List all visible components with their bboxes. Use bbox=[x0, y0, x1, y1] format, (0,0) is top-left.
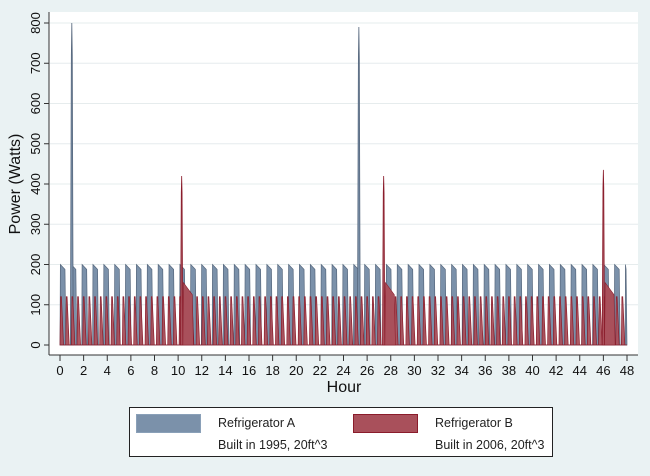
x-tick-label: 38 bbox=[502, 363, 516, 378]
legend-label-b: Refrigerator B bbox=[435, 416, 513, 430]
x-tick-label: 2 bbox=[80, 363, 87, 378]
y-tick-label: 0 bbox=[28, 341, 43, 348]
series-area bbox=[59, 296, 627, 346]
x-axis-title: Hour bbox=[327, 379, 362, 396]
series-refrigerator-b bbox=[59, 169, 627, 346]
y-axis-title: Power (Watts) bbox=[7, 134, 24, 235]
x-tick-label: 14 bbox=[218, 363, 232, 378]
y-tick-label: 400 bbox=[28, 173, 43, 195]
x-tick-label: 46 bbox=[596, 363, 610, 378]
peak-tail bbox=[182, 281, 194, 346]
x-tick-label: 0 bbox=[56, 363, 63, 378]
x-tick-label: 42 bbox=[549, 363, 563, 378]
y-tick-label: 800 bbox=[28, 12, 43, 34]
x-tick-label: 32 bbox=[431, 363, 445, 378]
y-tick-label: 700 bbox=[28, 52, 43, 74]
x-tick-label: 30 bbox=[407, 363, 421, 378]
x-tick-label: 8 bbox=[151, 363, 158, 378]
x-tick-label: 20 bbox=[289, 363, 303, 378]
x-tick-label: 18 bbox=[265, 363, 279, 378]
x-tick-label: 40 bbox=[525, 363, 539, 378]
x-tick-label: 10 bbox=[171, 363, 185, 378]
x-tick-label: 4 bbox=[104, 363, 111, 378]
peak-mark bbox=[180, 175, 184, 346]
legend-swatch-a bbox=[136, 414, 201, 433]
legend-swatch-b bbox=[353, 414, 418, 433]
y-tick-label: 100 bbox=[28, 294, 43, 316]
x-tick-label: 36 bbox=[478, 363, 492, 378]
y-tick-label: 200 bbox=[28, 254, 43, 276]
x-tick-label: 24 bbox=[336, 363, 350, 378]
y-tick-label: 300 bbox=[28, 213, 43, 235]
x-tick-label: 28 bbox=[384, 363, 398, 378]
x-tick-label: 44 bbox=[573, 363, 587, 378]
x-tick-label: 34 bbox=[454, 363, 468, 378]
legend-desc-a: Built in 1995, 20ft^3 bbox=[218, 438, 328, 452]
legend: Refrigerator A Built in 1995, 20ft^3 Ref… bbox=[129, 407, 553, 457]
peak-mark bbox=[601, 169, 605, 346]
y-tick-label: 500 bbox=[28, 133, 43, 155]
x-tick-label: 48 bbox=[620, 363, 634, 378]
peak-mark bbox=[382, 175, 386, 346]
peak-tail bbox=[384, 281, 396, 346]
peak-tail bbox=[604, 281, 616, 346]
x-tick-label: 16 bbox=[242, 363, 256, 378]
legend-desc-b: Built in 2006, 20ft^3 bbox=[435, 438, 545, 452]
x-tick-label: 26 bbox=[360, 363, 374, 378]
x-tick-label: 6 bbox=[127, 363, 134, 378]
y-tick-label: 600 bbox=[28, 93, 43, 115]
legend-label-a: Refrigerator A bbox=[218, 416, 296, 430]
x-tick-label: 12 bbox=[195, 363, 209, 378]
x-tick-label: 22 bbox=[313, 363, 327, 378]
